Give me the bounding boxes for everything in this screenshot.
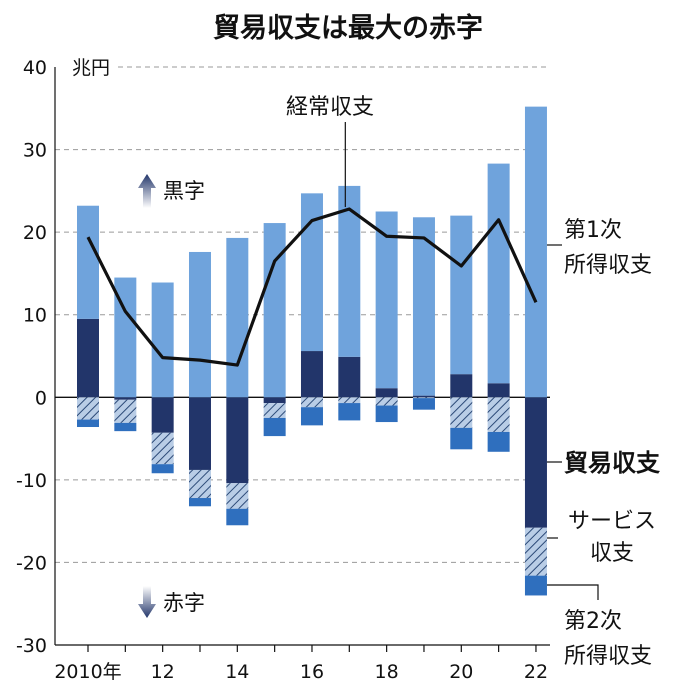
bar-segment [226,508,249,526]
bar-segment [188,469,211,499]
leader-secondary [546,584,599,600]
bar-segment [300,397,323,408]
label-secondary-income: 所得収支 [564,644,652,669]
bars [77,106,547,596]
label-service-balance: サービス [568,509,656,534]
bar-segment [300,407,323,426]
bar-segment [412,397,435,399]
bar-segment [450,397,473,428]
line-series-path [86,207,538,367]
bar-segment [151,397,174,433]
bar-segment [226,483,249,509]
bar-segment [300,351,323,398]
x-tick-label: 18 [375,661,399,683]
label-secondary-income: 第2次 [564,609,622,634]
bar-segment [524,106,547,398]
bar-segment [524,575,547,596]
label-primary-income: 第1次 [564,218,622,243]
bar-segment [450,374,473,398]
bar-segment [263,223,286,398]
x-tick-label: 22 [524,661,548,683]
bar-segment [151,282,174,398]
y-tick-label: 30 [23,140,47,162]
bar-segment [375,397,398,406]
bar-segment [450,427,473,450]
current-account-line [86,207,538,367]
y-tick-label: 10 [23,305,47,327]
bar-segment [151,432,174,465]
y-tick-label: -10 [16,470,47,492]
label-primary-income: 所得収支 [564,253,652,278]
y-tick-label: 40 [23,57,47,79]
axes: 40 30 20 10 0 -10 -20 -30 兆円 2010年 12 14 16 18 20 22 [16,57,550,683]
bar-segment [114,277,137,398]
x-tick-label: 16 [300,661,324,683]
chart-title: 貿易収支は最大の赤字 [213,13,483,44]
x-tick-label: 14 [225,661,249,683]
arrow-up-icon [138,174,156,208]
bar-segment [114,397,137,400]
bar-segment [487,397,510,432]
bar-segment [375,405,398,423]
bar-segment [114,399,137,423]
bar-segment [188,498,211,507]
bar-segment [77,419,99,428]
deficit-label: 赤字 [163,591,205,615]
x-tick-label: 12 [151,661,175,683]
bar-segment [77,397,99,420]
bar-segment [188,251,211,398]
unit-label: 兆円 [72,57,110,79]
bar-segment [412,395,435,398]
bar-segment [263,403,286,418]
bar-segment [300,193,323,352]
line-series-label: 経常収支 [286,95,374,120]
y-tick-label: 0 [35,387,47,409]
bar-segment [226,237,249,398]
bar-segment [338,356,361,398]
bar-segment [375,388,398,398]
bar-segment [114,422,137,432]
label-service-balance: 収支 [590,541,634,566]
y-tick-label: 20 [23,222,47,244]
arrow-down-icon [138,586,156,618]
bar-segment [338,403,361,421]
y-tick-label: -20 [16,552,47,574]
bar-segment [338,185,361,357]
bar-segment [188,397,211,470]
bar-segment [524,397,547,528]
bar-segment [375,211,398,389]
surplus-label: 黒字 [163,179,205,203]
bar-segment [412,217,435,396]
bar-segment [151,464,174,474]
bar-segment [450,215,473,375]
bar-segment [77,205,99,319]
y-tick-label: -30 [16,635,47,657]
bar-segment [77,318,99,398]
bar-segment [412,398,435,410]
bar-segment [263,417,286,437]
bar-segment [338,397,361,404]
bar-segment [524,527,547,576]
x-tick-label: 20 [449,661,473,683]
bar-segment [487,431,510,452]
bar-segment [263,397,286,404]
bar-segment [487,163,510,384]
x-tick-label: 2010年 [54,661,121,683]
bar-segment [226,397,249,484]
bar-segment [487,383,510,398]
label-trade-balance: 貿易収支 [564,449,661,477]
